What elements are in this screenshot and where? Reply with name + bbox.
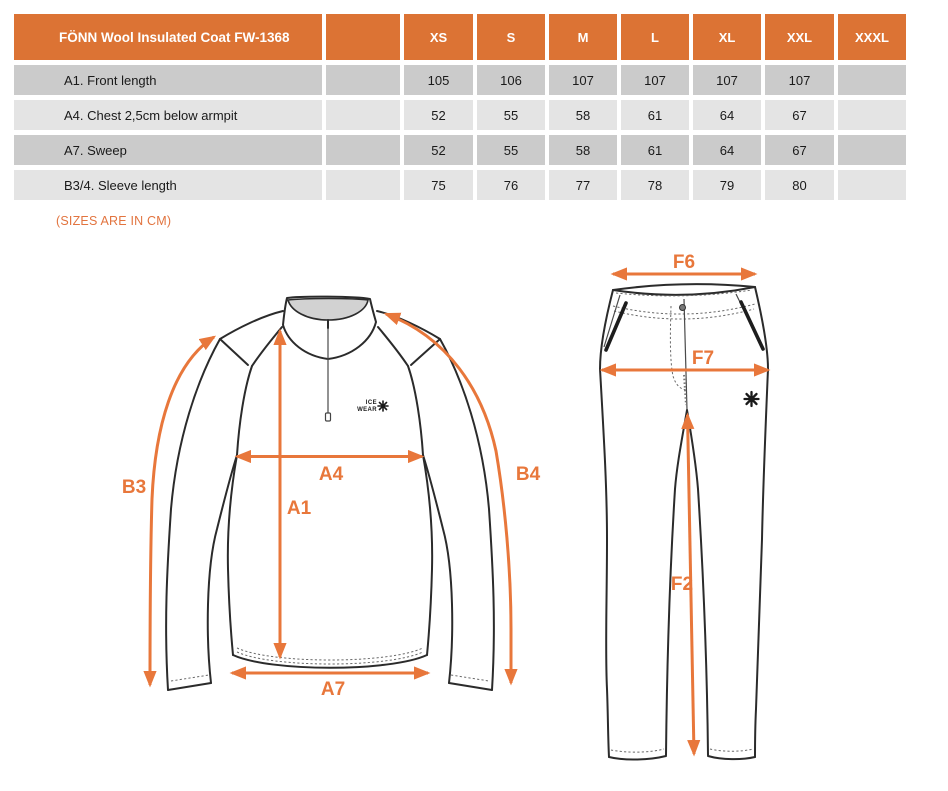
size-table-header-row: FÖNN Wool Insulated Coat FW-1368 XS S M … xyxy=(14,14,906,60)
table-row: A7. Sweep 52 55 58 61 64 67 xyxy=(14,135,906,165)
value-cell: 77 xyxy=(549,170,617,200)
measurement-labels: B3 A4 A1 B4 A7 F6 F7 F2 xyxy=(122,252,714,700)
size-col-header-xl: XL xyxy=(693,14,761,60)
value-cell: 58 xyxy=(549,135,617,165)
spacer-cell xyxy=(326,135,400,165)
collar-opening xyxy=(286,297,369,321)
measurement-label: A7. Sweep xyxy=(14,135,322,165)
value-cell: 61 xyxy=(621,100,689,130)
size-table: FÖNN Wool Insulated Coat FW-1368 XS S M … xyxy=(10,9,910,205)
label-a1: A1 xyxy=(287,498,312,519)
value-cell: 107 xyxy=(621,65,689,95)
icewear-logo: ICE WEAR xyxy=(357,400,389,413)
label-b4: B4 xyxy=(516,464,541,485)
value-cell: 106 xyxy=(477,65,545,95)
value-cell: 55 xyxy=(477,135,545,165)
value-cell: 58 xyxy=(549,100,617,130)
value-cell: 67 xyxy=(765,100,834,130)
size-col-header-s: S xyxy=(477,14,545,60)
arrow-b3 xyxy=(143,335,217,688)
units-note: (SIZES ARE IN CM) xyxy=(56,214,172,228)
jacket-drawing: ICE WEAR xyxy=(165,295,495,691)
value-cell xyxy=(838,65,906,95)
value-cell xyxy=(838,100,906,130)
logo-text-ice: ICE xyxy=(366,400,377,406)
value-cell: 64 xyxy=(693,100,761,130)
value-cell: 107 xyxy=(693,65,761,95)
measurement-label: A4. Chest 2,5cm below armpit xyxy=(14,100,322,130)
label-f6: F6 xyxy=(673,252,695,273)
size-col-header-xxxl: XXXL xyxy=(838,14,906,60)
size-col-header-l: L xyxy=(621,14,689,60)
arrow-f2 xyxy=(681,412,701,757)
label-f7: F7 xyxy=(692,348,714,369)
label-a7: A7 xyxy=(321,679,345,700)
snowflake-icon xyxy=(743,390,760,408)
size-col-header-m: M xyxy=(549,14,617,60)
value-cell: 105 xyxy=(404,65,473,95)
measurement-label: B3/4. Sleeve length xyxy=(14,170,322,200)
value-cell: 76 xyxy=(477,170,545,200)
value-cell: 75 xyxy=(404,170,473,200)
value-cell: 67 xyxy=(765,135,834,165)
table-row: A1. Front length 105 106 107 107 107 107 xyxy=(14,65,906,95)
spacer-cell xyxy=(326,100,400,130)
zipper-pull xyxy=(324,412,332,422)
value-cell: 80 xyxy=(765,170,834,200)
pants-drawing xyxy=(599,283,769,761)
spacer-cell xyxy=(326,170,400,200)
size-diagram: ICE WEAR xyxy=(122,252,771,761)
spacer-cell xyxy=(326,65,400,95)
spacer-cell xyxy=(326,14,400,60)
arrow-b4 xyxy=(383,312,518,686)
value-cell: 52 xyxy=(404,135,473,165)
label-a4: A4 xyxy=(319,464,344,485)
value-cell: 79 xyxy=(693,170,761,200)
logo-text-wear: WEAR xyxy=(357,407,377,413)
label-b3: B3 xyxy=(122,477,146,498)
table-row: A4. Chest 2,5cm below armpit 52 55 58 61… xyxy=(14,100,906,130)
value-cell: 52 xyxy=(404,100,473,130)
value-cell: 107 xyxy=(765,65,834,95)
snowflake-icon xyxy=(377,400,389,412)
value-cell: 107 xyxy=(549,65,617,95)
value-cell xyxy=(838,170,906,200)
waist-button xyxy=(679,304,686,311)
size-col-header-xxl: XXL xyxy=(765,14,834,60)
table-row: B3/4. Sleeve length 75 76 77 78 79 80 xyxy=(14,170,906,200)
size-col-header-xs: XS xyxy=(404,14,473,60)
measurement-arrows xyxy=(143,267,771,757)
product-title: FÖNN Wool Insulated Coat FW-1368 xyxy=(14,14,322,60)
measurement-label: A1. Front length xyxy=(14,65,322,95)
value-cell: 78 xyxy=(621,170,689,200)
value-cell xyxy=(838,135,906,165)
value-cell: 55 xyxy=(477,100,545,130)
value-cell: 64 xyxy=(693,135,761,165)
label-f2: F2 xyxy=(671,574,693,595)
value-cell: 61 xyxy=(621,135,689,165)
